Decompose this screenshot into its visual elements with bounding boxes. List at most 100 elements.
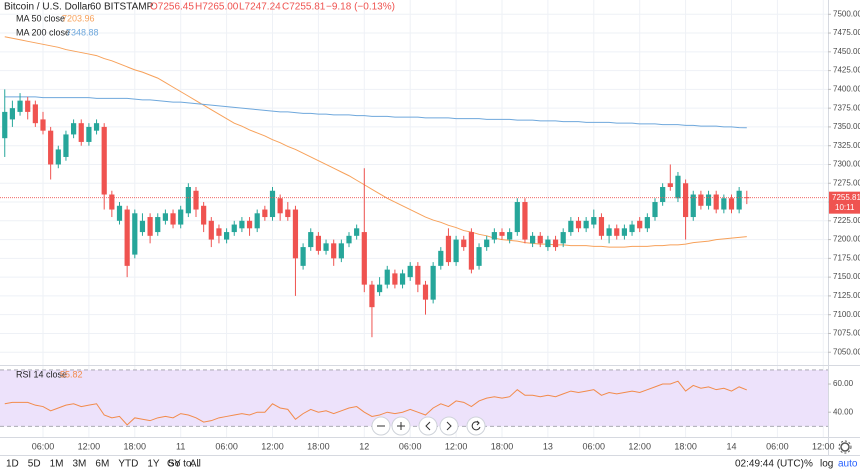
y-tick-label: 7475.00 [833, 28, 860, 37]
candle-body [254, 213, 260, 229]
range-button[interactable]: 1Y [147, 459, 160, 470]
candle-body [721, 198, 727, 210]
range-button[interactable]: 6M [95, 459, 109, 470]
range-button[interactable]: All [190, 459, 201, 470]
log-button[interactable]: log [820, 459, 833, 470]
candle-body [461, 239, 467, 248]
candle-body [346, 235, 352, 244]
ma200-value: 7348.88 [66, 27, 99, 37]
candle-body [193, 190, 199, 210]
range-button[interactable]: YTD [118, 459, 138, 470]
candle-body [652, 202, 658, 218]
x-tick-label: 12:00 [78, 441, 101, 451]
rsi-value: 55.82 [60, 369, 83, 379]
auto-button[interactable]: auto [838, 459, 858, 470]
candle-body [185, 187, 191, 214]
candle-body [63, 134, 69, 157]
candle-body [415, 265, 421, 285]
candle-body [476, 247, 482, 266]
candle-body [139, 220, 146, 233]
candle-body [369, 284, 375, 308]
candle-body [216, 228, 222, 236]
candle-body [231, 224, 237, 233]
ohlc-high: H7265.00 [195, 2, 239, 13]
moving-average-line [4, 36, 747, 248]
zoom-in-button[interactable] [391, 416, 411, 436]
candle-body [262, 209, 268, 218]
last-price-box [829, 191, 860, 214]
candle-body [545, 239, 551, 248]
candle-body [71, 123, 77, 135]
candle-body [667, 183, 673, 188]
x-tick-label: 06:00 [766, 441, 789, 451]
candle-body [583, 220, 589, 229]
candle-body [162, 213, 168, 221]
candle-body [675, 175, 681, 199]
candle-body [300, 247, 306, 266]
candle-body [25, 100, 31, 112]
candle-body [713, 194, 719, 210]
range-button[interactable]: 3M [73, 459, 87, 470]
ma50-name: MA 50 close [16, 13, 65, 23]
candle-body [269, 190, 276, 218]
range-button[interactable]: 1D [6, 459, 19, 470]
toolbar: Go to... 02:49:44 (UTC) % log auto 1D 5D 1… [6, 459, 858, 470]
candle-body [445, 235, 452, 263]
percent-button[interactable]: % [804, 459, 813, 470]
candle-body [178, 209, 184, 225]
x-tick-label: 06:00 [583, 441, 606, 451]
range-button[interactable]: 5D [28, 459, 41, 470]
candle-body [468, 232, 474, 270]
candle-body [9, 108, 15, 120]
scroll-left-button[interactable] [418, 416, 438, 436]
ohlc-open: O7256.45 [150, 2, 194, 13]
rsi-band [0, 369, 828, 427]
range-button[interactable]: 5Y [169, 459, 182, 470]
y-tick-label: 7325.00 [833, 141, 860, 150]
goto-button[interactable]: Go to... [167, 459, 200, 470]
candle-body [698, 194, 704, 206]
y-tick-label: 7175.00 [833, 253, 860, 262]
y-tick-label: 7300.00 [833, 160, 860, 169]
candle-body [683, 183, 689, 218]
candle-body [644, 217, 650, 229]
range-button[interactable]: 1M [50, 459, 64, 470]
ohlc-low: L7247.24 [239, 2, 281, 13]
candle-body [78, 123, 84, 142]
x-tick-label: 12 [359, 441, 369, 451]
candle-body [147, 217, 153, 236]
navigation [371, 416, 486, 436]
y-tick-label: 7100.00 [833, 310, 860, 319]
candle-body [606, 228, 612, 236]
exchange: BITSTAMP [104, 2, 154, 13]
x-tick-label: 14 [726, 441, 736, 451]
settings-button[interactable] [838, 440, 852, 454]
x-tick-label: 18:00 [307, 441, 330, 451]
reset-button[interactable] [466, 416, 486, 436]
candle-body [93, 123, 100, 131]
grid [0, 0, 828, 437]
candle-body [277, 198, 283, 214]
candle-body [170, 213, 176, 225]
scroll-right-button[interactable] [439, 416, 459, 436]
candle-body [575, 220, 582, 229]
candle-body [239, 220, 245, 229]
candle-body [430, 265, 436, 300]
candle-body [537, 235, 543, 244]
candle-body [292, 209, 299, 259]
candle-body [246, 220, 253, 229]
candle-body [361, 232, 367, 285]
candle-body [453, 239, 459, 263]
zoom-out-button[interactable] [371, 416, 391, 436]
plot [0, 36, 828, 426]
x-tick-label: 18:00 [491, 441, 514, 451]
y-tick-label: 7275.00 [833, 178, 860, 187]
candle-body [422, 284, 429, 300]
candle-body [323, 243, 329, 251]
candle-body [736, 190, 742, 210]
x-tick-label: 12:00 [812, 441, 835, 451]
y-tick-label: 7400.00 [833, 84, 860, 93]
ma200-name: MA 200 close [16, 27, 70, 37]
interval: 60 [90, 2, 102, 13]
candle-body [438, 250, 444, 266]
